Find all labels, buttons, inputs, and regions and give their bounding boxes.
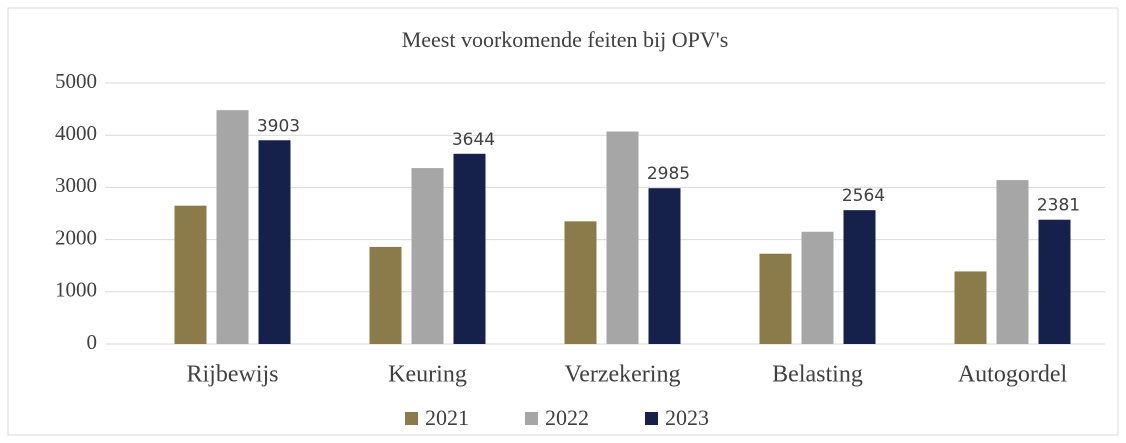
- bar: [564, 221, 597, 344]
- y-tick-label: 0: [87, 330, 98, 354]
- data-label: 2564: [842, 186, 885, 206]
- legend-swatch: [405, 412, 418, 425]
- y-tick-label: 4000: [55, 121, 97, 145]
- bar: [954, 271, 987, 344]
- y-tick-label: 5000: [55, 69, 97, 93]
- bar: [1038, 219, 1071, 344]
- bar: [453, 153, 486, 344]
- bar: [759, 253, 792, 344]
- x-tick-label: Belasting: [772, 362, 863, 388]
- data-label: 3644: [452, 130, 495, 150]
- legend-label: 2022: [545, 405, 589, 430]
- legend-label: 2023: [665, 405, 709, 430]
- legend-label: 2021: [425, 405, 469, 430]
- bar: [258, 140, 291, 344]
- bar: [996, 180, 1029, 344]
- x-tick-label: Autogordel: [958, 362, 1068, 388]
- legend-swatch: [525, 412, 538, 425]
- legend-swatch: [645, 412, 658, 425]
- bar: [648, 188, 681, 344]
- bar: [411, 168, 444, 344]
- x-tick-label: Keuring: [388, 362, 467, 388]
- y-tick-label: 2000: [55, 225, 97, 249]
- bar: [801, 231, 834, 344]
- bar: [369, 246, 402, 344]
- y-tick-label: 1000: [55, 278, 97, 302]
- x-tick-label: Verzekering: [565, 362, 681, 388]
- bar: [216, 110, 249, 344]
- bar: [606, 131, 639, 344]
- data-label: 2381: [1037, 196, 1080, 216]
- y-tick-label: 3000: [55, 173, 97, 197]
- bar: [174, 205, 207, 344]
- data-label: 2985: [647, 164, 690, 184]
- chart-title: Meest voorkomende feiten bij OPV's: [402, 27, 729, 52]
- bar: [843, 210, 876, 344]
- data-label: 3903: [257, 116, 300, 136]
- x-tick-label: Rijbewijs: [186, 362, 278, 388]
